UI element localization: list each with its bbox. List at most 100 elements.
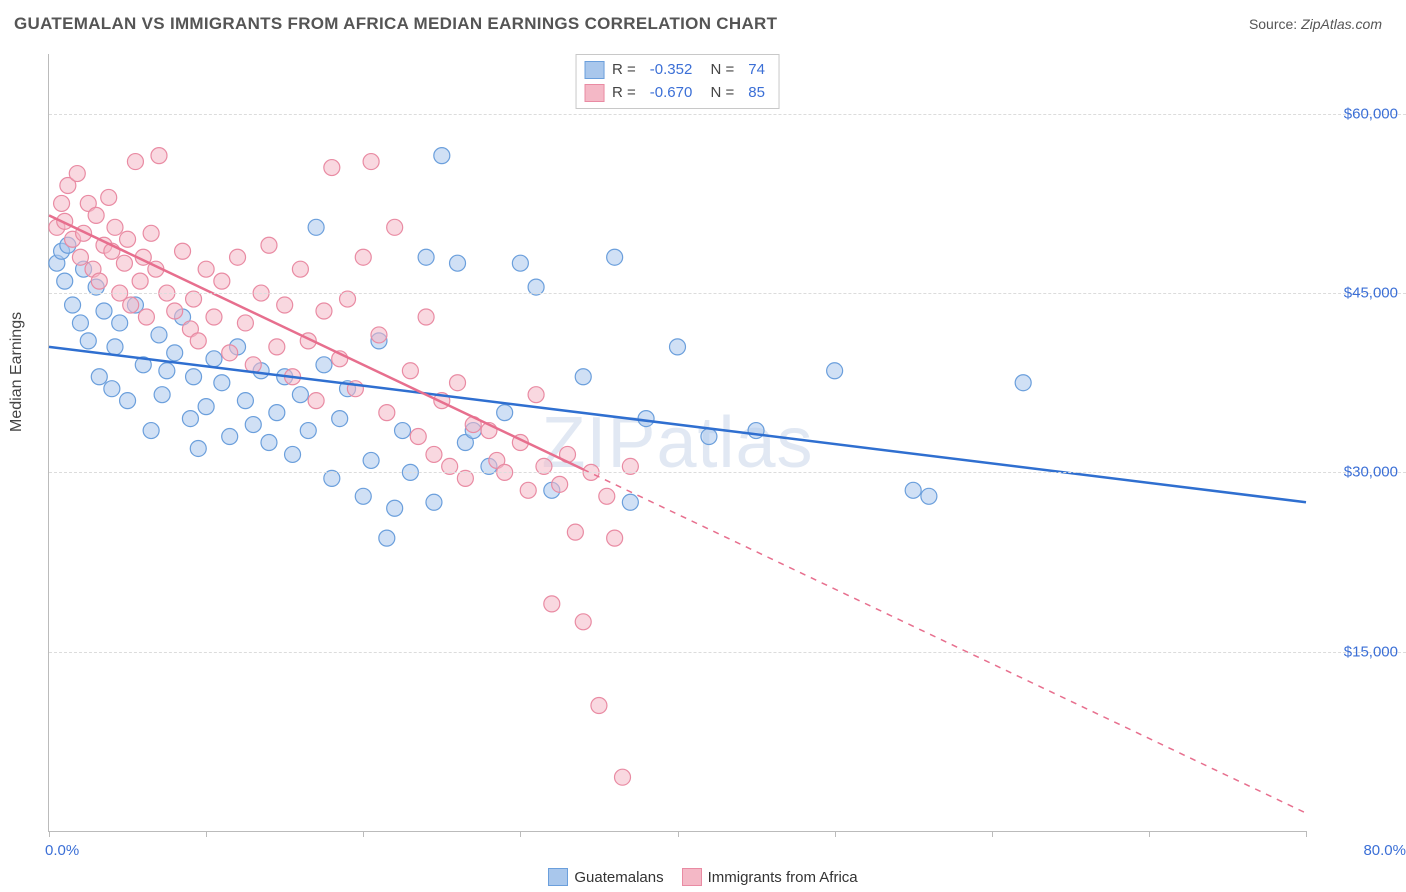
- scatter-point: [120, 231, 136, 247]
- scatter-point: [206, 309, 222, 325]
- scatter-point: [701, 429, 717, 445]
- scatter-point: [402, 363, 418, 379]
- correlation-box: R =-0.352 N =74R =-0.670 N =85: [575, 54, 780, 109]
- source-label: Source:: [1249, 16, 1301, 32]
- scatter-point: [127, 154, 143, 170]
- scatter-point: [214, 273, 230, 289]
- corr-row: R =-0.352 N =74: [584, 59, 771, 82]
- scatter-point: [622, 494, 638, 510]
- y-tick-label: $30,000: [1318, 464, 1398, 481]
- legend-swatch: [584, 84, 604, 102]
- scatter-point: [104, 381, 120, 397]
- scatter-point: [222, 429, 238, 445]
- corr-n-label: N =: [706, 82, 734, 105]
- x-tick: [1149, 831, 1150, 837]
- scatter-point: [91, 369, 107, 385]
- scatter-point: [426, 494, 442, 510]
- source: Source: ZipAtlas.com: [1249, 16, 1382, 32]
- scatter-point: [379, 405, 395, 421]
- scatter-point: [371, 327, 387, 343]
- scatter-point: [277, 297, 293, 313]
- scatter-point: [72, 249, 88, 265]
- scatter-point: [57, 273, 73, 289]
- scatter-point: [101, 189, 117, 205]
- scatter-point: [214, 375, 230, 391]
- corr-r-value: -0.670: [650, 82, 693, 105]
- x-tick: [363, 831, 364, 837]
- legend-swatch: [584, 61, 604, 79]
- scatter-point: [379, 530, 395, 546]
- scatter-point: [497, 405, 513, 421]
- scatter-point: [395, 423, 411, 439]
- scatter-point: [132, 273, 148, 289]
- scatter-point: [575, 614, 591, 630]
- scatter-point: [670, 339, 686, 355]
- scatter-point: [206, 351, 222, 367]
- scatter-point: [434, 148, 450, 164]
- scatter-point: [316, 303, 332, 319]
- scatter-point: [138, 309, 154, 325]
- scatter-point: [544, 596, 560, 612]
- scatter-point: [143, 225, 159, 241]
- scatter-point: [182, 411, 198, 427]
- x-tick: [206, 831, 207, 837]
- scatter-point: [261, 237, 277, 253]
- scatter-point: [120, 393, 136, 409]
- corr-n-value: 74: [748, 59, 765, 82]
- scatter-point: [123, 297, 139, 313]
- scatter-point: [269, 339, 285, 355]
- scatter-point: [387, 219, 403, 235]
- scatter-point: [143, 423, 159, 439]
- scatter-point: [418, 309, 434, 325]
- scatter-point: [528, 387, 544, 403]
- scatter-point: [292, 387, 308, 403]
- scatter-point: [107, 339, 123, 355]
- scatter-point: [512, 255, 528, 271]
- scatter-point: [567, 524, 583, 540]
- scatter-point: [827, 363, 843, 379]
- scatter-point: [72, 315, 88, 331]
- corr-row: R =-0.670 N =85: [584, 82, 771, 105]
- y-tick-label: $45,000: [1318, 285, 1398, 302]
- scatter-point: [638, 411, 654, 427]
- x-tick: [835, 831, 836, 837]
- scatter-point: [308, 219, 324, 235]
- scatter-point: [198, 261, 214, 277]
- x-tick: [678, 831, 679, 837]
- legend-label: Immigrants from Africa: [708, 869, 858, 886]
- scatter-point: [269, 405, 285, 421]
- scatter-point: [167, 303, 183, 319]
- x-tick: [992, 831, 993, 837]
- scatter-point: [69, 166, 85, 182]
- corr-n-label: N =: [706, 59, 734, 82]
- scatter-point: [175, 243, 191, 259]
- scatter-point: [91, 273, 107, 289]
- scatter-point: [107, 219, 123, 235]
- plot-region: ZIPatlas R =-0.352 N =74R =-0.670 N =85 …: [48, 54, 1306, 832]
- scatter-point: [245, 417, 261, 433]
- scatter-point: [450, 255, 466, 271]
- scatter-point: [418, 249, 434, 265]
- scatter-point: [921, 488, 937, 504]
- gridline-h: [49, 652, 1406, 653]
- scatter-point: [198, 399, 214, 415]
- scatter-point: [308, 393, 324, 409]
- scatter-point: [96, 303, 112, 319]
- scatter-point: [332, 411, 348, 427]
- scatter-point: [190, 333, 206, 349]
- corr-r-value: -0.352: [650, 59, 693, 82]
- x-max-label: 80.0%: [1363, 842, 1406, 859]
- y-axis-label: Median Earnings: [8, 312, 26, 432]
- scatter-point: [116, 255, 132, 271]
- scatter-point: [552, 476, 568, 492]
- legend-label: Guatemalans: [574, 869, 663, 886]
- corr-n-value: 85: [748, 82, 765, 105]
- scatter-point: [88, 207, 104, 223]
- scatter-point: [190, 440, 206, 456]
- legend-swatch: [548, 868, 568, 886]
- scatter-point: [355, 488, 371, 504]
- scatter-point: [237, 315, 253, 331]
- x-tick: [520, 831, 521, 837]
- scatter-point: [520, 482, 536, 498]
- x-tick: [49, 831, 50, 837]
